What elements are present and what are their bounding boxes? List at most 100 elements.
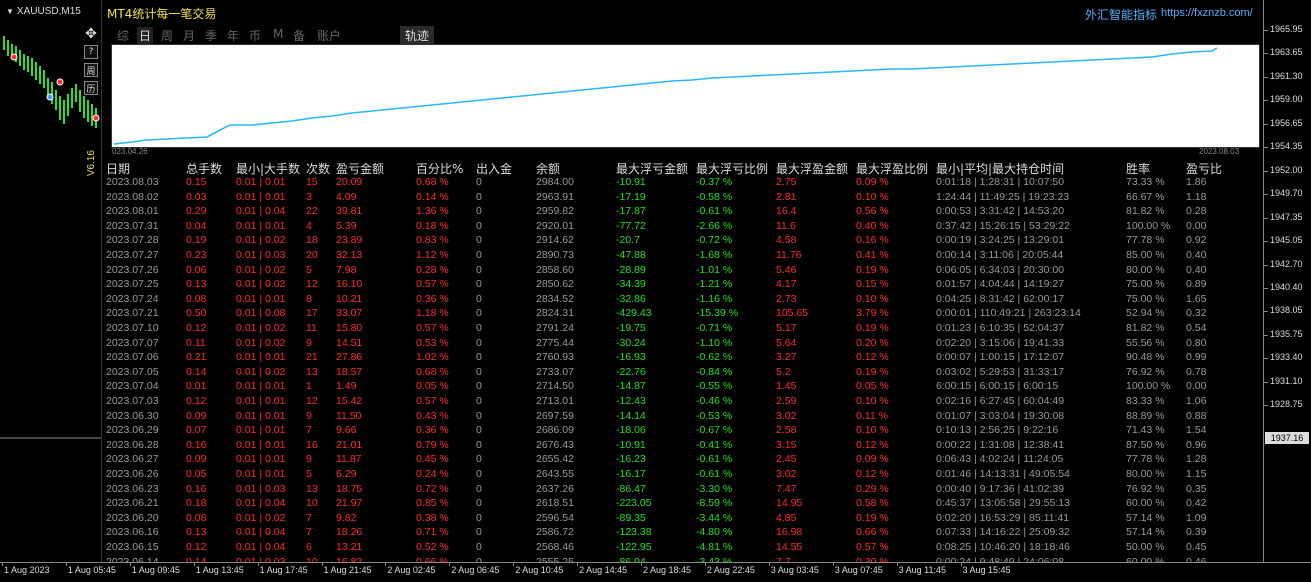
tab-monthly[interactable]: 月 bbox=[183, 29, 196, 43]
table-cell: 75.00 % bbox=[1126, 278, 1165, 291]
tab-note[interactable]: 备 bbox=[293, 29, 306, 43]
table-cell: -3.30 % bbox=[696, 482, 733, 495]
table-cell: 22 bbox=[306, 205, 318, 218]
table-cell: 12 bbox=[306, 395, 318, 407]
table-cell: 0:07:33 | 14:16:22 | 25:09:32 bbox=[936, 526, 1070, 539]
price-label: 1945.05 bbox=[1270, 235, 1303, 246]
table-cell: 2023.06.30 bbox=[106, 409, 159, 422]
time-axis[interactable] bbox=[0, 562, 1311, 582]
table-cell: 0.01 | 0.01 bbox=[236, 219, 286, 232]
period-icon[interactable]: 周 bbox=[84, 63, 98, 77]
table-cell: 5.64 bbox=[776, 336, 797, 349]
tab-symbol[interactable]: 币 bbox=[249, 29, 262, 43]
brand-name[interactable]: 外汇智能指标 bbox=[1085, 8, 1158, 22]
table-cell: 0:01:23 | 6:10:35 | 52:04:37 bbox=[936, 322, 1065, 334]
price-label: 1949.70 bbox=[1270, 188, 1303, 199]
table-cell: 0:06:43 | 4:02:24 | 11:24:05 bbox=[936, 453, 1064, 466]
table-cell: 0 bbox=[476, 205, 482, 218]
table-cell: 21 bbox=[306, 351, 318, 364]
tab-quarterly[interactable]: 季 bbox=[205, 29, 218, 43]
table-cell: 100.00 % bbox=[1126, 219, 1171, 232]
table-cell: 5.17 bbox=[776, 322, 797, 334]
table-cell: 16.10 bbox=[336, 278, 363, 291]
help-icon[interactable]: ? bbox=[84, 45, 98, 59]
time-label: 1 Aug 17:45 bbox=[259, 565, 308, 575]
table-cell: 0.57 % bbox=[416, 395, 449, 407]
table-cell: -1.68 % bbox=[696, 249, 733, 261]
track-button[interactable]: 轨迹 bbox=[400, 26, 435, 45]
table-cell: 5.46 bbox=[776, 263, 797, 276]
table-cell: 17 bbox=[306, 307, 318, 320]
table-cell: 83.33 % bbox=[1126, 395, 1165, 407]
column-header: 盈亏比 bbox=[1186, 162, 1223, 176]
tab-weekly[interactable]: 周 bbox=[161, 29, 174, 43]
table-cell: 27.86 bbox=[336, 351, 363, 364]
table-cell: 77.78 % bbox=[1126, 453, 1165, 466]
table-cell: 0.24 % bbox=[416, 468, 449, 480]
table-cell: 0.01 | 0.01 bbox=[236, 409, 286, 422]
table-cell: 0:00:40 | 9:17:36 | 41:02:39 bbox=[936, 482, 1065, 495]
table-cell: 18 bbox=[306, 234, 318, 247]
table-cell: 0.14 % bbox=[416, 190, 449, 203]
table-cell: 0.12 % bbox=[856, 468, 889, 480]
table-cell: 0 bbox=[476, 219, 482, 232]
table-cell: 0.68 % bbox=[416, 365, 449, 378]
price-label: 1933.40 bbox=[1270, 352, 1303, 363]
price-axis[interactable]: 1965.95 1963.65 1961.30 1959.00 1956.65 1954.… bbox=[1263, 0, 1311, 562]
column-header: 余额 bbox=[536, 162, 561, 176]
price-label: 1942.70 bbox=[1270, 258, 1303, 269]
price-label: 1963.65 bbox=[1270, 47, 1303, 58]
time-label: 2 Aug 06:45 bbox=[451, 565, 500, 575]
symbol-label[interactable]: ▼ XAUUSD,M15 bbox=[6, 6, 81, 17]
tab-summary[interactable]: 综 bbox=[117, 29, 130, 43]
table-cell: 1.36 % bbox=[416, 205, 449, 218]
table-cell: -17.87 bbox=[616, 205, 646, 218]
table-cell: 0.88 bbox=[1186, 409, 1207, 422]
price-tick bbox=[1264, 147, 1268, 149]
price-label: 1935.75 bbox=[1270, 328, 1303, 339]
table-cell: 0.05 bbox=[186, 468, 207, 480]
table-cell: 1.86 bbox=[1186, 176, 1207, 188]
brand-link[interactable]: https://fxznzb.com/ bbox=[1161, 7, 1253, 19]
table-cell: 0.13 bbox=[186, 278, 207, 291]
time-label: 1 Aug 09:45 bbox=[131, 565, 180, 575]
table-cell: 21.01 bbox=[336, 438, 363, 451]
table-cell: -89.35 bbox=[616, 511, 646, 524]
tab-magic[interactable]: M bbox=[273, 27, 284, 41]
table-cell: 0.07 bbox=[186, 424, 207, 437]
price-tick bbox=[1264, 264, 1268, 266]
table-cell: 1.06 bbox=[1186, 395, 1207, 407]
table-cell: 0.12 bbox=[186, 541, 207, 553]
tab-account[interactable]: 账户 bbox=[317, 29, 342, 43]
table-cell: 0.16 % bbox=[856, 234, 889, 247]
table-cell: 2.81 bbox=[776, 190, 797, 203]
table-cell: 0 bbox=[476, 234, 482, 247]
crosshair-icon[interactable]: ✥ bbox=[85, 26, 97, 42]
table-cell: 0.00 bbox=[1186, 219, 1207, 232]
table-cell: 0.28 % bbox=[416, 263, 449, 276]
time-tick bbox=[129, 562, 131, 566]
table-cell: 0.16 bbox=[186, 482, 207, 495]
tab-yearly[interactable]: 年 bbox=[227, 29, 240, 43]
table-cell: 0:00:01 | 110:49:21 | 263:23:14 bbox=[936, 307, 1081, 320]
table-cell: 7 bbox=[306, 424, 312, 437]
table-cell: 80.00 % bbox=[1126, 468, 1165, 480]
column-header: 日期 bbox=[106, 162, 131, 176]
table-cell: 2023.07.31 bbox=[106, 219, 159, 232]
table-cell: 2023.08.02 bbox=[106, 190, 159, 203]
table-cell: 0.52 % bbox=[416, 541, 449, 553]
table-cell: 9 bbox=[306, 409, 312, 422]
time-label: 2 Aug 18:45 bbox=[643, 565, 692, 575]
table-cell: 1.18 % bbox=[416, 307, 449, 320]
tab-daily[interactable]: 日 bbox=[137, 27, 154, 44]
table-cell: 2023.07.26 bbox=[106, 263, 159, 276]
table-cell: 0.01 | 0.01 bbox=[236, 190, 286, 203]
table-cell: 14.51 bbox=[336, 336, 363, 349]
table-cell: 57.14 % bbox=[1126, 526, 1165, 539]
time-label: 3 Aug 15:45 bbox=[962, 565, 1011, 575]
table-cell: -18.06 bbox=[616, 424, 646, 437]
calendar-icon[interactable]: 历 bbox=[84, 81, 98, 95]
table-cell: 75.00 % bbox=[1126, 292, 1165, 305]
table-cell: 2643.55 bbox=[536, 468, 574, 480]
table-cell: -1.01 % bbox=[696, 263, 733, 276]
